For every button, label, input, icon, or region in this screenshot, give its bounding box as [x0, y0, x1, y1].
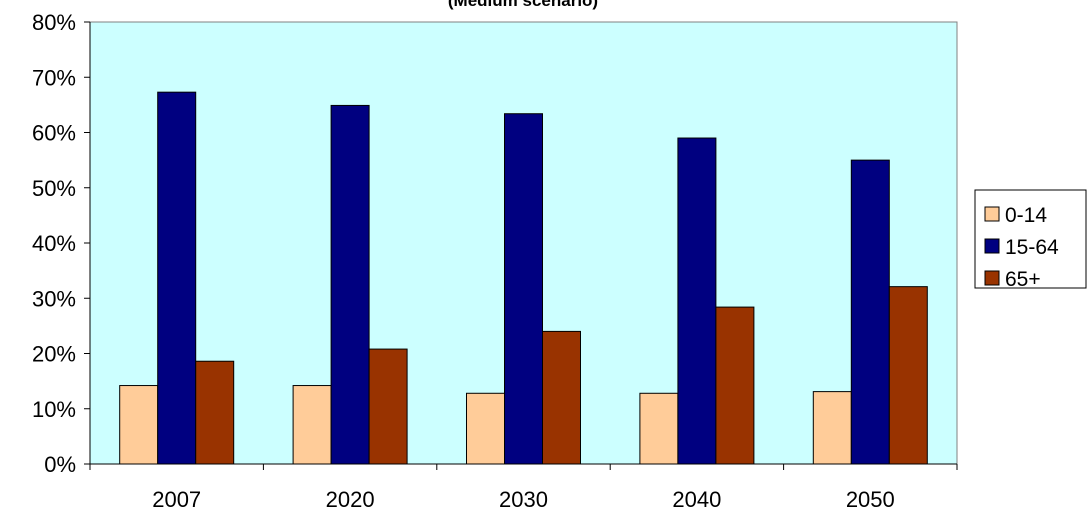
- legend-label-65+: 65+: [1005, 268, 1041, 291]
- bar-15-64-2030: [504, 113, 543, 465]
- bar-0-14-2030: [466, 392, 505, 465]
- bar-15-64-2007: [157, 91, 197, 465]
- y-tick-label: 40%: [32, 231, 76, 256]
- y-tick-label: 70%: [32, 65, 76, 90]
- bar-65+-2007: [195, 360, 235, 465]
- x-tick-label: 2050: [846, 487, 895, 512]
- x-tick-label: 2030: [499, 487, 548, 512]
- y-tick-label: 10%: [32, 397, 76, 422]
- legend-label-15-64: 15-64: [1005, 236, 1059, 259]
- bar-65+-2020: [368, 348, 408, 465]
- bar-0-14-2007: [119, 385, 159, 465]
- x-tick-label: 2007: [152, 487, 201, 512]
- bar-15-64-2040: [677, 137, 717, 465]
- y-tick-label: 0%: [44, 452, 76, 477]
- legend-swatch-0-14: [984, 206, 1000, 222]
- chart-title: (Medium scenario): [448, 0, 598, 10]
- plot-area-group: 0% 10% 20% 30% 40% 50% 60% 70% 80% 2007 2020 2030 20…: [32, 10, 958, 512]
- bar-0-14-2040: [639, 392, 679, 465]
- y-tick-label: 30%: [32, 286, 76, 311]
- x-tick-label: 2020: [326, 487, 375, 512]
- legend-label-0-14: 0-14: [1005, 204, 1047, 227]
- legend-swatch-15-64: [984, 238, 1000, 254]
- bar-15-64-2020: [330, 104, 370, 465]
- y-tick-label: 20%: [32, 342, 76, 367]
- bar-65+-2040: [715, 306, 755, 465]
- bar-15-64-2050: [850, 159, 890, 465]
- y-tick-label: 80%: [32, 10, 76, 35]
- bar-65+-2030: [542, 330, 581, 465]
- bar-65+-2050: [888, 286, 928, 465]
- x-tick-label: 2040: [672, 487, 721, 512]
- y-tick-label: 60%: [32, 121, 76, 146]
- legend: 0-14 15-64 65+: [974, 189, 1087, 291]
- y-tick-label: 50%: [32, 176, 76, 201]
- legend-swatch-65+: [984, 270, 1000, 286]
- bar-0-14-2050: [812, 391, 852, 465]
- bar-0-14-2020: [292, 385, 332, 465]
